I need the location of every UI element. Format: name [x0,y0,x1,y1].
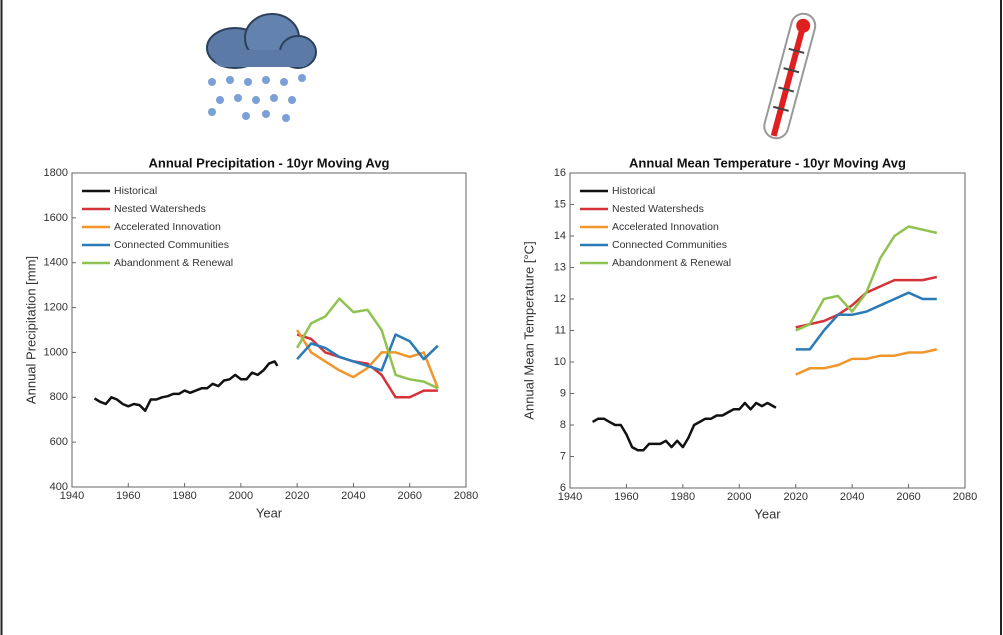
legend-label: Historical [114,185,157,197]
y-axis-label: Annual Precipitation [mm] [23,256,38,404]
x-axis-label: Year [256,505,283,520]
y-tick-label: 8 [560,419,566,431]
y-tick-label: 1000 [44,346,68,358]
x-tick-label: 2060 [896,491,920,503]
x-tick-label: 2060 [397,490,421,502]
y-tick-label: 9 [560,387,566,399]
y-tick-label: 1800 [44,167,68,179]
y-tick-label: 7 [560,450,566,462]
y-tick-label: 600 [50,436,68,448]
legend-label: Connected Communities [612,239,727,251]
y-tick-label: 13 [554,261,566,273]
x-tick-label: 1980 [172,490,196,502]
chart-title: Annual Precipitation - 10yr Moving Avg [148,155,389,170]
x-tick-label: 2020 [285,490,309,502]
y-tick-label: 10 [554,356,566,368]
y-tick-label: 1600 [44,212,68,224]
thermometer-icon [762,11,818,141]
page: 1940196019802000202020402060208040060080… [0,0,1003,635]
x-tick-label: 1960 [614,491,638,503]
x-axis-label: Year [754,506,781,521]
x-tick-label: 2040 [840,491,864,503]
x-tick-label: 2020 [783,491,807,503]
legend-label: Abandonment & Renewal [612,257,731,269]
legend-label: Accelerated Innovation [114,221,221,233]
y-axis-label: Annual Mean Temperature [°C] [521,241,536,419]
y-tick-label: 11 [555,324,566,336]
legend-label: Nested Watersheds [114,203,206,215]
x-tick-label: 2000 [727,491,751,503]
y-tick-label: 1400 [44,257,68,269]
legend-label: Nested Watersheds [612,203,704,215]
y-tick-label: 15 [554,198,566,210]
x-tick-label: 1980 [671,491,695,503]
rain-cloud-icon [207,14,316,122]
y-tick-label: 14 [554,230,566,242]
chart-title: Annual Mean Temperature - 10yr Moving Av… [629,155,906,170]
x-tick-label: 1960 [116,490,140,502]
y-tick-label: 6 [560,482,566,494]
y-tick-label: 800 [50,391,68,403]
legend-label: Connected Communities [114,239,229,251]
y-tick-label: 1200 [44,301,68,313]
x-tick-label: 2080 [953,491,977,503]
legend-label: Historical [612,185,655,197]
x-tick-label: 2000 [229,490,253,502]
y-tick-label: 12 [554,293,566,305]
x-tick-label: 2040 [341,490,365,502]
legend-label: Abandonment & Renewal [114,257,233,269]
y-tick-label: 400 [50,481,68,493]
x-tick-label: 2080 [454,490,478,502]
legend-label: Accelerated Innovation [612,221,719,233]
y-tick-label: 16 [554,167,566,179]
